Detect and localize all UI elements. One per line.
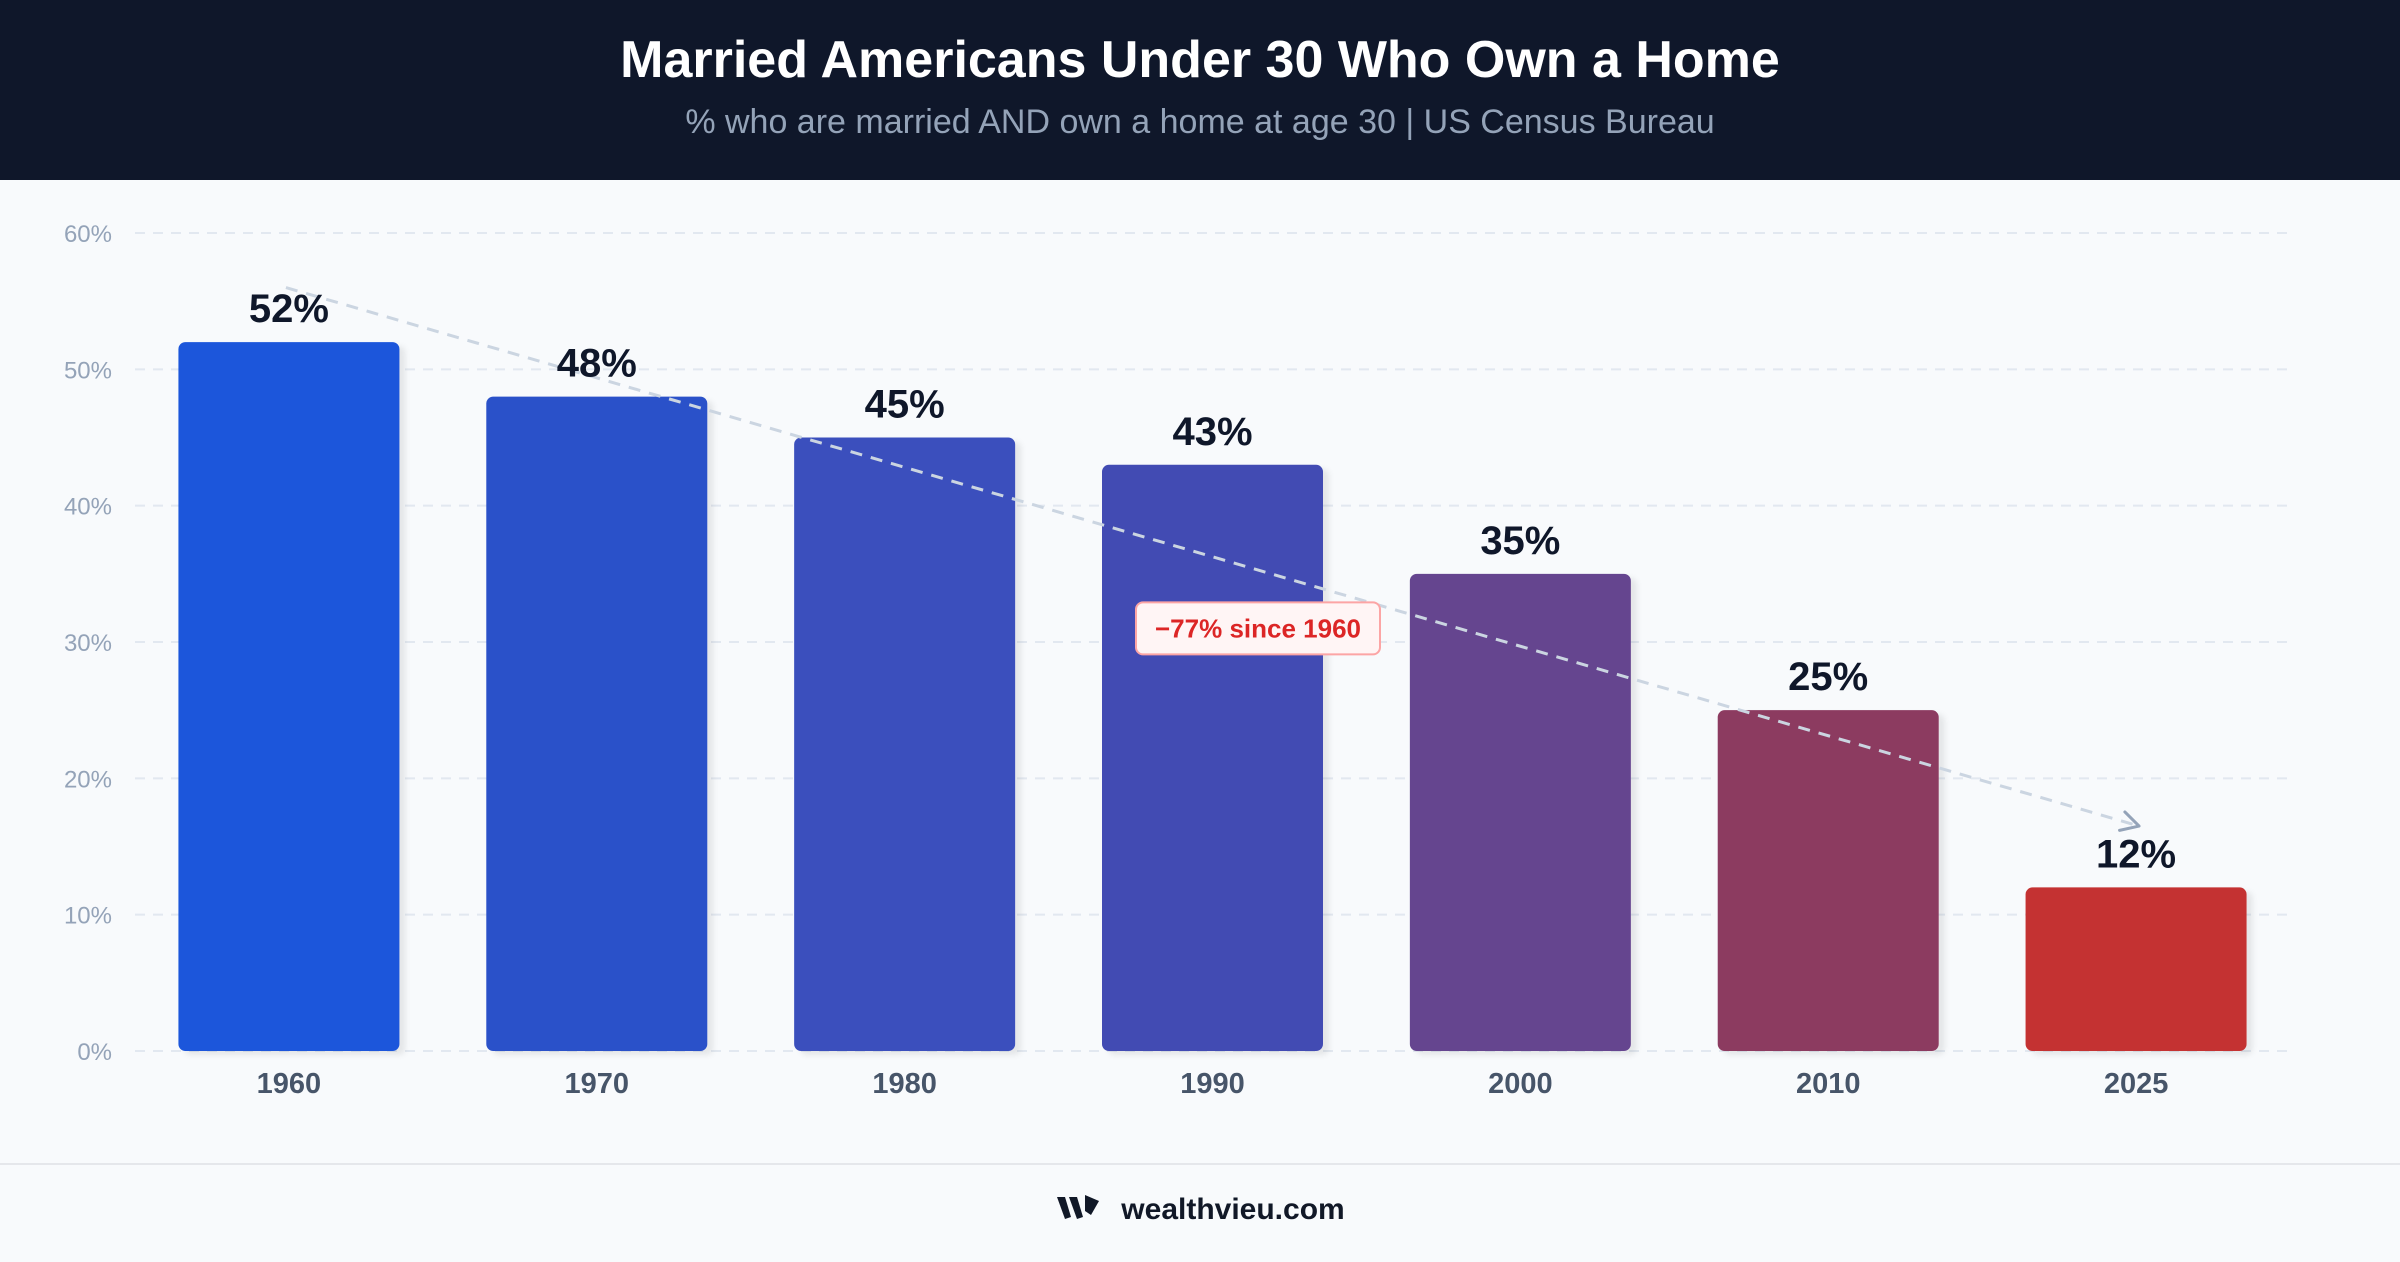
wealthvieu-logo-icon [1055, 1191, 1101, 1228]
x-tick-label: 1980 [872, 1068, 937, 1100]
value-label: 52% [249, 287, 329, 331]
bar [2025, 887, 2247, 1051]
y-tick-label: 0% [77, 1039, 112, 1066]
x-tick-label: 2000 [1488, 1068, 1553, 1100]
chart-title: Married Americans Under 30 Who Own a Hom… [620, 31, 1780, 89]
bar [794, 437, 1016, 1051]
chart-subtitle: % who are married AND own a home at age … [685, 103, 1715, 141]
bar [1409, 573, 1631, 1051]
y-tick-label: 20% [64, 766, 112, 793]
brand-name: wealthvieu.com [1121, 1192, 1345, 1226]
value-label: 43% [1172, 410, 1252, 454]
bar [1717, 710, 1939, 1051]
x-tick-label: 2010 [1796, 1068, 1861, 1100]
brand[interactable]: wealthvieu.com [0, 1191, 2400, 1228]
annotation-badge [1135, 601, 1381, 656]
y-tick-label: 50% [64, 357, 112, 384]
value-label: 48% [557, 342, 637, 386]
bar [1102, 464, 1323, 1051]
x-tick-label: 1960 [257, 1068, 322, 1100]
x-tick-label: 1990 [1180, 1068, 1245, 1100]
trend-line [285, 286, 2140, 828]
trend-arrow-icon [2118, 810, 2141, 832]
value-label: 35% [1480, 519, 1560, 563]
chart-area: 0% 10% 20% 30% 40% 50% 60% 52% 1960 48% 1970 45% 19… [0, 180, 2400, 1163]
footer: wealthvieu.com [0, 1163, 2400, 1262]
bar [486, 396, 708, 1052]
bar-chart: 0% 10% 20% 30% 40% 50% 60% 52% 1960 48% 1970 45% 19… [64, 221, 2290, 1100]
y-tick-label: 60% [64, 221, 112, 248]
y-tick-label: 30% [64, 630, 112, 657]
chart-header: Married Americans Under 30 Who Own a Hom… [0, 0, 2400, 180]
value-label: 45% [865, 383, 945, 427]
x-tick-label: 1970 [565, 1068, 630, 1100]
y-tick-label: 10% [64, 903, 112, 930]
bar [178, 342, 400, 1051]
value-label: 25% [1788, 655, 1868, 699]
value-label: 12% [2096, 832, 2176, 876]
annotation-text: −77% since 1960 [1155, 613, 1361, 643]
x-tick-label: 2025 [2104, 1068, 2169, 1100]
y-tick-label: 40% [64, 494, 112, 521]
